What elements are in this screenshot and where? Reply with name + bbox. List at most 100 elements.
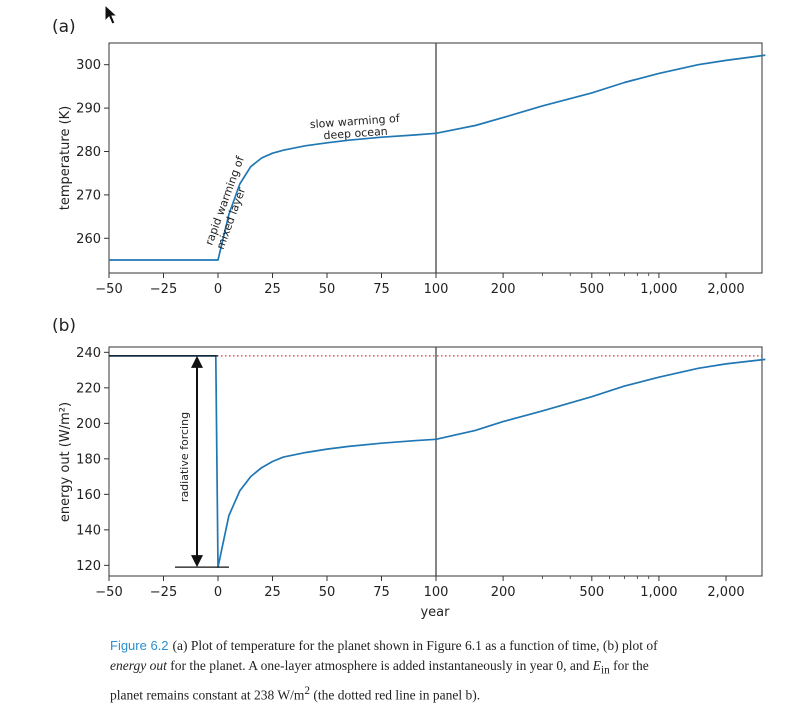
- panel-a-ytick-label: 260: [76, 232, 101, 247]
- panel-a-data-point: [764, 54, 766, 56]
- panel-a-data-line: [109, 54, 766, 261]
- caption-line-3-end: (the dotted red line in panel b).: [309, 687, 481, 703]
- panel-a-data-point: [591, 92, 593, 94]
- panel-b-label: (b): [52, 316, 76, 336]
- panel-a-data-point: [250, 166, 252, 168]
- panel-a-data-point: [541, 105, 543, 107]
- panel-a-ytick-label: 300: [76, 58, 101, 73]
- panel-b-data-point: [725, 363, 727, 365]
- panel-a-ytick-label: 270: [76, 188, 101, 203]
- panel-a-xtick-label: 0: [214, 282, 222, 297]
- panel-a-data-point: [239, 183, 241, 185]
- panel-b-data-point: [250, 476, 252, 478]
- panel-b-xtick-label: 200: [491, 585, 516, 600]
- panel-a-data-point: [283, 149, 285, 151]
- panel-b-data-point: [591, 396, 593, 398]
- panel-a-xtick-label: −25: [150, 282, 177, 297]
- panel-b-xtick-label: −25: [150, 585, 177, 600]
- caption-superscript: 2: [304, 684, 310, 697]
- panel-a-data-point: [623, 82, 625, 84]
- caption-figure-label: Figure 6.2: [110, 638, 169, 653]
- x-axis-title: year: [420, 605, 450, 620]
- panel-b-data-point: [283, 456, 285, 458]
- panel-a-data-point: [658, 72, 660, 74]
- panel-b-data-point: [326, 448, 328, 450]
- panel-b-data-point: [764, 359, 766, 361]
- mouse-pointer-icon: [104, 4, 119, 25]
- panel-b-ytick-label: 160: [76, 488, 101, 503]
- panel-b-xtick-label: 500: [579, 585, 604, 600]
- panel-b-ytick-label: 240: [76, 346, 101, 361]
- panel-a-data-point: [217, 259, 219, 261]
- slow-warming-annotation-line: deep ocean: [323, 125, 388, 142]
- panel-a-ytick-label: 280: [76, 145, 101, 160]
- panel-b-chart: 120 140 160 180 200 220 240 −50 −25 0 25 50 75 100 200…: [76, 346, 766, 600]
- panel-b-xtick-label: 75: [373, 585, 390, 600]
- panel-b-data-line: [109, 355, 766, 568]
- panel-a-data-point: [261, 157, 263, 159]
- caption-line-1: (a) Plot of temperature for the planet s…: [172, 638, 658, 653]
- radiative-forcing-arrow-head-down: [191, 555, 203, 568]
- panel-b-data-point: [272, 461, 274, 463]
- panel-a-data-point: [304, 145, 306, 147]
- radiative-forcing-arrow-head-up: [191, 355, 203, 368]
- panel-b-data-point: [697, 367, 699, 369]
- panel-a-data-point: [435, 132, 437, 134]
- panel-a-xtick-label: 50: [319, 282, 336, 297]
- panel-b-xtick-label: 2,000: [707, 585, 744, 600]
- slow-warming-annotation: slow warming ofdeep ocean: [309, 112, 402, 143]
- panel-a-xtick-label: 500: [579, 282, 604, 297]
- panel-a-ylabel: temperature (K): [58, 106, 73, 211]
- panel-b-data-point: [541, 410, 543, 412]
- panel-a-xtick-label: −50: [95, 282, 122, 297]
- slow-warming-annotation-line: slow warming of: [309, 112, 401, 131]
- panel-b-xtick-label: 50: [319, 585, 336, 600]
- radiative-forcing-annotation: radiative forcing: [178, 412, 191, 502]
- panel-a-xtick-label: 1,000: [640, 282, 677, 297]
- panel-b-data-point: [623, 385, 625, 387]
- panel-b-xtick-label: 0: [214, 585, 222, 600]
- panel-a-xtick-label: 25: [264, 282, 281, 297]
- panel-b-data-point: [348, 446, 350, 448]
- panel-b-xtick-label: −50: [95, 585, 122, 600]
- caption-energy-out: energy out: [110, 658, 167, 673]
- panel-b-ytick-label: 200: [76, 417, 101, 432]
- panel-a-data-point: [474, 125, 476, 127]
- caption-e-subscript: in: [600, 664, 610, 677]
- panel-b-ytick-label: 180: [76, 452, 101, 467]
- caption-e-symbol: E: [592, 658, 601, 673]
- panel-b-data-point: [413, 440, 415, 442]
- panel-b-ytick-label: 140: [76, 523, 101, 538]
- panel-a-data-point: [108, 259, 110, 261]
- panel-a-xtick-label: 2,000: [707, 282, 744, 297]
- caption-line-2-end: for the: [609, 658, 649, 673]
- panel-a-xtick-label: 100: [424, 282, 449, 297]
- panel-a-data-point: [413, 134, 415, 136]
- figure-caption: Figure 6.2 (a) Plot of temperature for th…: [110, 636, 790, 705]
- panel-b-data-point: [381, 442, 383, 444]
- panel-a-data-point: [725, 59, 727, 61]
- panel-b-ytick-label: 220: [76, 381, 101, 396]
- panel-a-label: (a): [52, 17, 76, 37]
- panel-a-xtick-label: 75: [373, 282, 390, 297]
- panel-b-data-point: [239, 490, 241, 492]
- panel-b-data-point: [228, 515, 230, 517]
- panel-b-xtick-label: 1,000: [640, 585, 677, 600]
- panel-b-data-point: [474, 430, 476, 432]
- panel-b-xtick-label: 25: [264, 585, 281, 600]
- panel-a-ytick-label: 290: [76, 102, 101, 117]
- panel-a-data-point: [272, 152, 274, 154]
- panel-b-data-point: [502, 421, 504, 423]
- panel-a-chart: 260 270 280 290 300 −50 −25 0 25 50 75 100 200 500 1,0…: [76, 42, 766, 297]
- panel-b-data-point: [304, 452, 306, 454]
- panel-b-ylabel: energy out (W/m²): [58, 402, 73, 522]
- panel-b-xtick-label: 100: [424, 585, 449, 600]
- panel-b-data-point: [261, 467, 263, 469]
- panel-a-data-point: [195, 259, 197, 261]
- panel-a-data-point: [502, 117, 504, 119]
- panel-a-data-point: [697, 64, 699, 66]
- panel-a-data-point: [326, 142, 328, 144]
- panel-a-xtick-label: 200: [491, 282, 516, 297]
- caption-line-2: for the planet. A one-layer atmosphere i…: [166, 658, 593, 673]
